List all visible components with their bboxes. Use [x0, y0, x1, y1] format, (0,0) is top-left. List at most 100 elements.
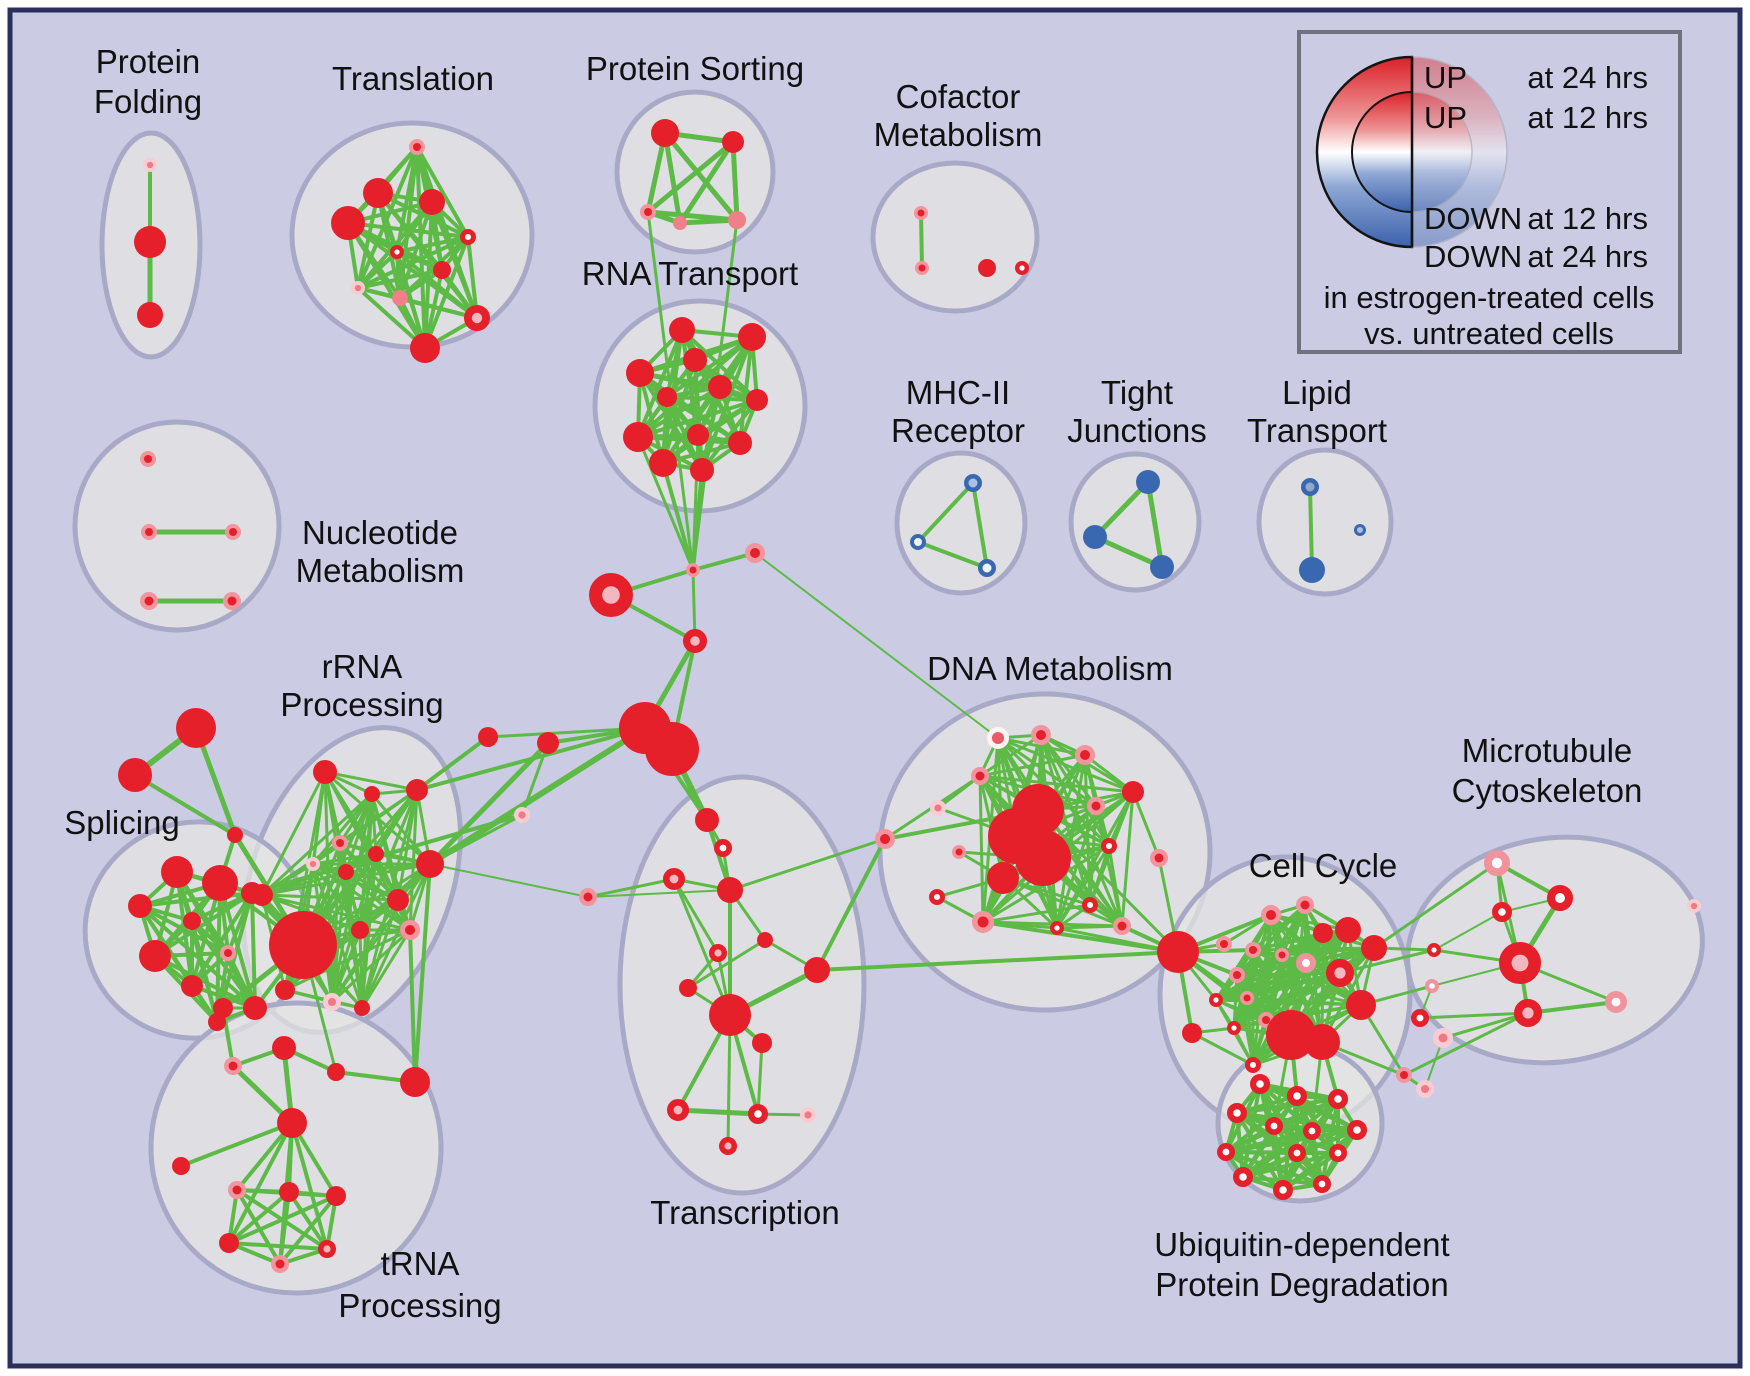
network-node: [387, 889, 409, 911]
network-edge: [346, 221, 427, 350]
network-node: [1491, 901, 1512, 922]
network-edge: [1039, 733, 1111, 848]
module-ellipse-nucleotide-metabolism: [72, 419, 282, 633]
network-node: [1075, 745, 1095, 765]
network-edge: [662, 130, 683, 226]
network-edge: [1001, 876, 1124, 928]
module-label-dna-metabolism: DNA Metabolism: [927, 650, 1173, 687]
network-edge: [672, 877, 720, 955]
network-node: [1687, 898, 1702, 913]
network-node: [433, 261, 451, 279]
network-edge: [1433, 911, 1503, 951]
network-node: [139, 940, 171, 972]
network-node: [271, 1255, 289, 1273]
network-edge: [413, 862, 432, 1084]
network-edge: [260, 893, 412, 932]
network-node: [579, 888, 597, 906]
network-edge: [415, 735, 490, 792]
network-edge: [1145, 479, 1165, 570]
module-ellipse-lipid-transport: [1256, 447, 1394, 597]
network-node: [1411, 1008, 1430, 1027]
network-node: [364, 786, 380, 802]
module-label-protein-folding: Protein: [96, 43, 201, 80]
network-node: [1396, 1067, 1412, 1083]
network-edge: [250, 813, 524, 895]
network-edge: [260, 792, 374, 897]
network-edge: [916, 481, 975, 544]
module-label-tight-junctions: Tight: [1101, 374, 1173, 411]
network-node: [651, 119, 679, 147]
legend-box: [1297, 30, 1682, 354]
network-node: [686, 563, 700, 577]
module-label-rrna-processing: Processing: [280, 686, 443, 723]
network-edge: [1088, 844, 1111, 907]
network-edge: [978, 733, 1043, 778]
network-node: [1100, 837, 1117, 854]
network-node: [1150, 555, 1174, 579]
network-node: [419, 189, 445, 215]
module-label-lipid-transport: Lipid: [1282, 374, 1352, 411]
network-node: [746, 389, 768, 411]
network-edge: [429, 863, 589, 898]
network-node: [227, 827, 243, 843]
network-edge: [815, 950, 1180, 972]
network-node: [326, 1186, 346, 1206]
network-node: [392, 290, 408, 306]
network-node: [1335, 917, 1361, 943]
network-node: [390, 244, 405, 259]
network-node: [952, 845, 966, 859]
network-edge: [1036, 808, 1180, 954]
module-label-splicing: Splicing: [64, 804, 180, 841]
network-node: [275, 980, 295, 1000]
network-node: [1499, 941, 1542, 984]
network-edge: [1232, 973, 1239, 1030]
network-node: [1081, 896, 1098, 913]
network-node: [1301, 478, 1319, 496]
legend-up24-dir: UP: [1424, 60, 1467, 95]
module-label-nucleotide-metabolism: Nucleotide: [302, 514, 458, 551]
network-edge: [672, 877, 732, 1017]
network-edge: [738, 335, 754, 445]
module-ellipse-mhc-ii-receptor: [894, 450, 1028, 596]
network-node: [1232, 1166, 1253, 1187]
network-node: [305, 856, 320, 871]
network-edge: [677, 139, 736, 226]
network-edge: [665, 395, 759, 402]
network-node: [679, 979, 697, 997]
legend-down24-time: at 24 hrs: [1527, 239, 1648, 274]
network-node: [673, 216, 687, 230]
network-node: [416, 850, 444, 878]
network-edge: [1372, 861, 1499, 950]
network-node: [224, 1057, 242, 1075]
network-node: [728, 211, 746, 229]
network-edge: [415, 726, 647, 792]
network-node: [709, 944, 728, 963]
network-edge: [287, 1190, 329, 1251]
network-edge: [1190, 1031, 1255, 1067]
network-node: [986, 726, 1009, 749]
network-edge: [260, 770, 327, 897]
network-edge: [1055, 924, 1124, 930]
network-edge: [1235, 961, 1308, 977]
network-node-layer: [118, 119, 1702, 1273]
network-node: [354, 1000, 370, 1016]
network-edge: [1526, 1000, 1618, 1015]
network-node: [313, 760, 337, 784]
network-edge: [586, 877, 676, 899]
network-edge: [636, 435, 695, 572]
network-node: [251, 884, 273, 906]
network-node: [978, 259, 996, 277]
network-node: [1266, 1010, 1316, 1060]
module-label-translation: Translation: [332, 60, 494, 97]
network-node: [1244, 1056, 1261, 1073]
network-node: [1015, 830, 1071, 886]
legend-up12-dir: UP: [1424, 100, 1467, 135]
network-node: [626, 359, 654, 387]
network-node: [463, 304, 490, 331]
network-node: [717, 877, 743, 903]
network-node: [213, 998, 233, 1018]
network-edge: [227, 1121, 294, 1245]
network-node: [406, 779, 428, 801]
network-node: [1227, 1020, 1242, 1035]
network-edge: [227, 1194, 338, 1245]
